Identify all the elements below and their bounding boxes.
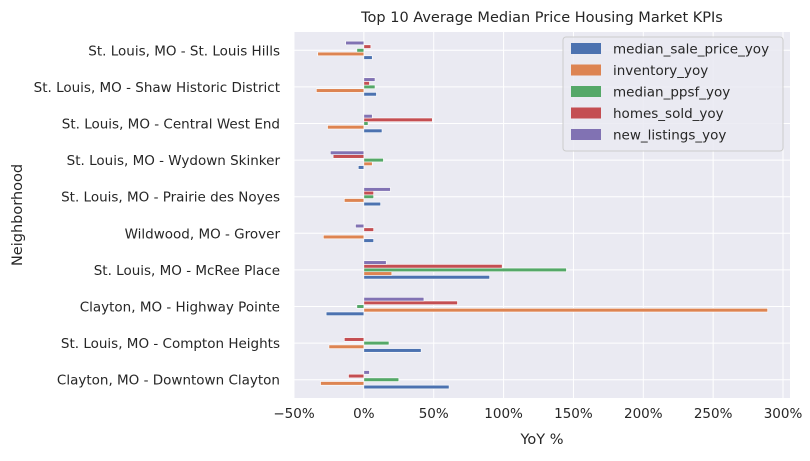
legend-swatch-median_ppsf_yoy: [571, 86, 601, 97]
bar-inventory_yoy: [323, 235, 364, 239]
bar-homes_sold_yoy: [348, 374, 363, 378]
legend-label-new_listings_yoy: new_listings_yoy: [613, 128, 726, 144]
legend-swatch-homes_sold_yoy: [571, 108, 601, 119]
bar-inventory_yoy: [364, 308, 768, 312]
y-tick-label: St. Louis, MO - Prairie des Noyes: [61, 190, 280, 206]
bar-median_sale_price_yoy: [358, 166, 364, 170]
bar-median_ppsf_yoy: [364, 268, 567, 272]
y-tick-label: St. Louis, MO - McRee Place: [94, 263, 280, 279]
bar-median_sale_price_yoy: [364, 92, 377, 96]
y-tick-label: Clayton, MO - Downtown Clayton: [57, 373, 280, 389]
bar-median_sale_price_yoy: [364, 275, 490, 279]
bar-median_ppsf_yoy: [364, 122, 368, 126]
y-tick-labels: Clayton, MO - Downtown Clayton St. Louis,…: [34, 43, 281, 388]
y-tick-label: St. Louis, MO - Shaw Historic District: [34, 80, 280, 96]
bar-new_listings_yoy: [364, 297, 424, 301]
bar-inventory_yoy: [364, 272, 392, 276]
y-tick-label: St. Louis, MO - Wydown Skinker: [67, 153, 281, 169]
legend-label-median_sale_price_yoy: median_sale_price_yoy: [613, 42, 769, 58]
legend-swatch-inventory_yoy: [571, 65, 601, 76]
bar-homes_sold_yoy: [364, 118, 432, 122]
y-tick-label: St. Louis, MO - Central West End: [62, 117, 280, 133]
legend-label-inventory_yoy: inventory_yoy: [613, 63, 708, 79]
bar-median_sale_price_yoy: [364, 239, 374, 243]
chart-title: Top 10 Average Median Price Housing Mark…: [360, 10, 723, 26]
bar-new_listings_yoy: [346, 41, 364, 45]
bar-new_listings_yoy: [364, 261, 386, 265]
x-tick-label: 50%: [419, 406, 449, 422]
x-tick-label: 200%: [624, 406, 663, 422]
bar-homes_sold_yoy: [364, 301, 458, 305]
bar-homes_sold_yoy: [364, 45, 371, 49]
bar-inventory_yoy: [329, 345, 364, 349]
bar-median_ppsf_yoy: [357, 305, 364, 309]
x-tick-label: 100%: [484, 406, 523, 422]
y-tick-label: Clayton, MO - Highway Pointe: [80, 300, 280, 316]
x-tick-label: −50%: [273, 406, 314, 422]
bar-homes_sold_yoy: [364, 81, 370, 85]
x-tick-label: 300%: [764, 406, 803, 422]
bar-median_sale_price_yoy: [326, 312, 364, 316]
bar-homes_sold_yoy: [364, 191, 374, 195]
legend-swatch-new_listings_yoy: [571, 129, 601, 140]
y-tick-label: St. Louis, MO - St. Louis Hills: [88, 43, 280, 59]
x-tick-label: 150%: [554, 406, 593, 422]
bar-homes_sold_yoy: [344, 338, 364, 342]
bar-new_listings_yoy: [364, 78, 375, 82]
x-tick-labels: −50% 0% 50% 100% 150% 200% 250% 300%: [273, 406, 802, 422]
bar-inventory_yoy: [344, 199, 364, 203]
bar-new_listings_yoy: [355, 224, 363, 228]
bar-inventory_yoy: [364, 162, 372, 166]
x-tick-label: 0%: [353, 406, 375, 422]
y-tick-label: St. Louis, MO - Compton Heights: [61, 336, 280, 352]
bar-median_ppsf_yoy: [364, 158, 384, 162]
bar-median_ppsf_yoy: [364, 378, 399, 382]
bar-median_sale_price_yoy: [364, 349, 421, 353]
bar-new_listings_yoy: [364, 371, 370, 375]
bar-inventory_yoy: [321, 382, 364, 386]
bar-median_sale_price_yoy: [364, 202, 381, 206]
bar-median_ppsf_yoy: [357, 48, 364, 52]
bar-median_ppsf_yoy: [364, 195, 374, 199]
legend-label-homes_sold_yoy: homes_sold_yoy: [613, 106, 724, 122]
bar-homes_sold_yoy: [333, 155, 364, 159]
bar-median_sale_price_yoy: [364, 56, 372, 60]
x-axis-title: YoY %: [519, 432, 563, 448]
bar-inventory_yoy: [316, 89, 364, 93]
y-tick-label: Wildwood, MO - Grover: [125, 226, 281, 242]
bar-median_ppsf_yoy: [364, 341, 389, 345]
y-axis-title: Neighborhood: [10, 164, 26, 266]
bar-new_listings_yoy: [364, 188, 391, 192]
bar-homes_sold_yoy: [364, 264, 502, 268]
legend-swatch-median_sale_price_yoy: [571, 43, 601, 54]
bar-median_sale_price_yoy: [364, 385, 449, 389]
bar-median_sale_price_yoy: [364, 129, 382, 133]
bar-inventory_yoy: [328, 125, 364, 129]
legend: median_sale_price_yoy inventory_yoymedian…: [563, 37, 783, 151]
bar-inventory_yoy: [318, 52, 364, 56]
bar-homes_sold_yoy: [364, 228, 374, 232]
bar-median_ppsf_yoy: [364, 85, 375, 89]
x-tick-label: 250%: [694, 406, 733, 422]
bar-new_listings_yoy: [364, 114, 372, 118]
bar-new_listings_yoy: [330, 151, 364, 155]
legend-label-median_ppsf_yoy: median_ppsf_yoy: [613, 85, 730, 101]
